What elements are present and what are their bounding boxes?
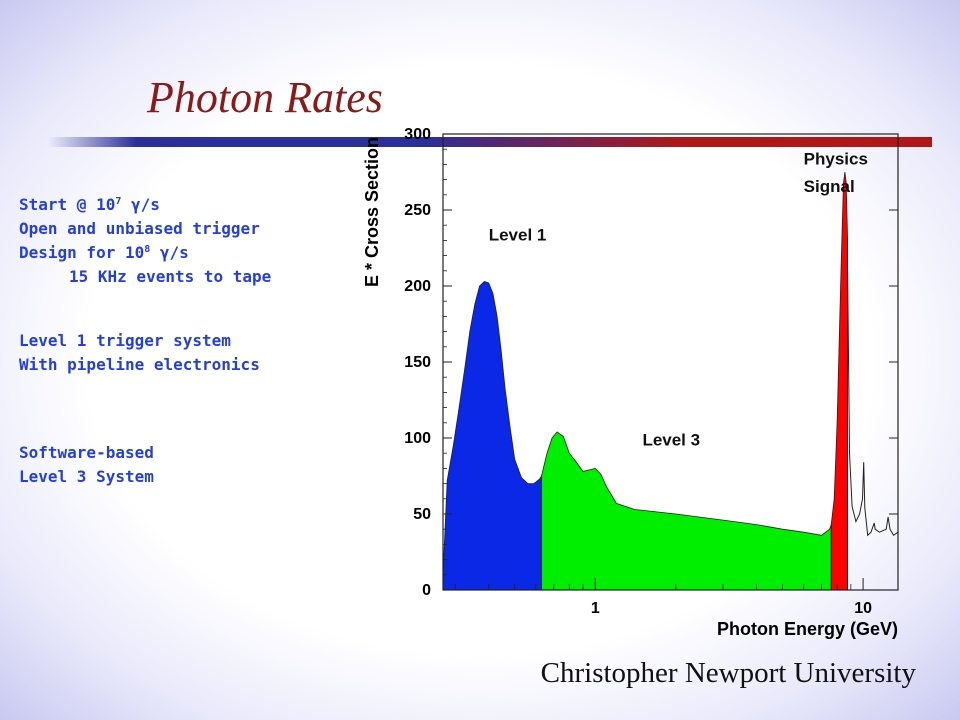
footer-institution: Christopher Newport University: [540, 657, 916, 689]
annotation-level-1: Level 1: [489, 225, 547, 244]
bullet-events-to-tape: 15 KHz events to tape: [69, 267, 272, 286]
y-tick-label-100: 100: [404, 430, 431, 447]
bullet-start-rate-text: Start @ 10: [19, 195, 116, 214]
bullet-level3-system: Level 3 System: [19, 467, 154, 486]
y-tick-label-0: 0: [422, 582, 431, 599]
bullet-design-rate: Design for 108 γ/s: [19, 241, 271, 265]
slide-title: Photon Rates: [147, 73, 383, 122]
bullet-pipeline: With pipeline electronics: [19, 355, 260, 374]
bullet-open-trigger: Open and unbiased trigger: [19, 219, 260, 238]
bullet-design-rate-unit: γ/s: [150, 243, 189, 262]
bullet-start-rate: Start @ 107 γ/s: [19, 193, 271, 217]
y-tick-label-50: 50: [413, 506, 431, 523]
y-tick-label-300: 300: [404, 126, 431, 143]
y-tick-label-250: 250: [404, 202, 431, 219]
annotation-level-3: Level 3: [642, 431, 700, 450]
annotation-signal: Signal: [804, 177, 855, 196]
series-level-1-area: [442, 280, 542, 591]
bullet-start-rate-unit: γ/s: [121, 195, 160, 214]
bullet-list: Start @ 107 γ/s Open and unbiased trigge…: [19, 193, 271, 489]
bullet-level1-system: Level 1 trigger system: [19, 331, 231, 350]
photon-rate-chart: 0 50 100 150 200 250 300 1 10 Photon Energy (GeV)…: [362, 126, 899, 639]
y-tick-label-150: 150: [404, 354, 431, 371]
series-tail-line: [847, 270, 899, 537]
bullet-design-rate-exponent: 8: [144, 244, 151, 255]
x-axis-title: Photon Energy (GeV): [717, 619, 898, 639]
y-tick-label-200: 200: [404, 278, 431, 295]
annotation-physics: Physics: [804, 149, 868, 168]
x-tick-label-10: 10: [854, 600, 872, 617]
title-divider: [48, 137, 932, 147]
bullet-design-rate-text: Design for 10: [19, 243, 145, 262]
bullet-start-rate-exponent: 7: [115, 196, 122, 207]
series-level-3-area: [541, 431, 832, 591]
series-physics-signal-area: [830, 171, 848, 591]
y-axis-title: E * Cross Section: [362, 137, 382, 287]
x-tick-label-1: 1: [591, 600, 600, 617]
bullet-software-based: Software-based: [19, 443, 154, 462]
